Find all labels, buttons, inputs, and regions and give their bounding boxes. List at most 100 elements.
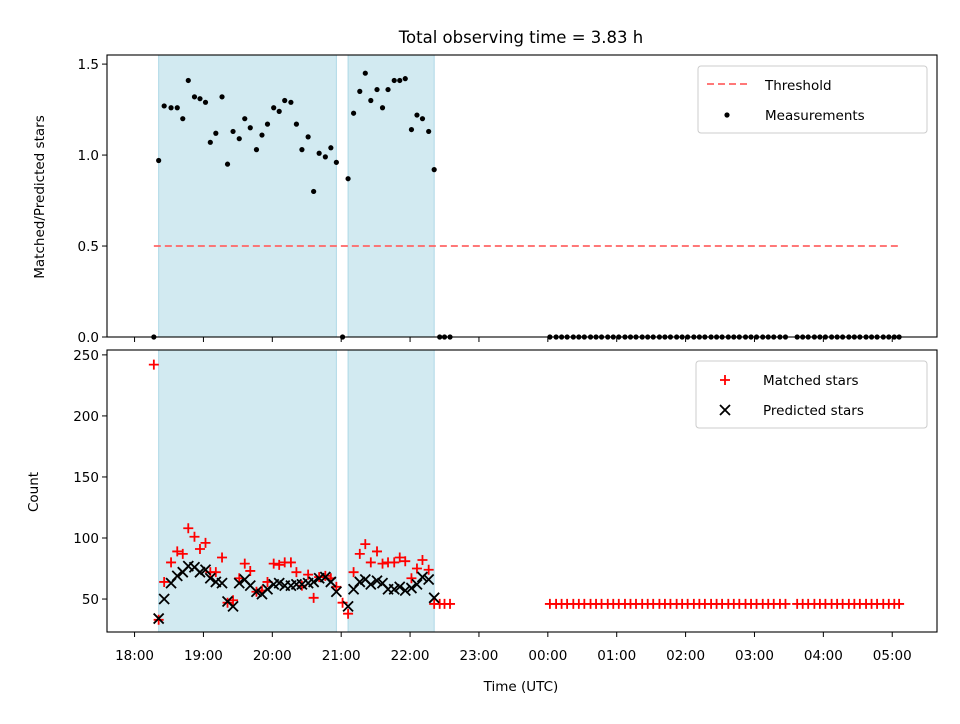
ratio-panel-y-tick-label: 1.0 [78,148,99,164]
measurement-point [397,77,403,84]
measurement-point [299,147,305,153]
legend-matched-label: Matched stars [763,373,859,389]
measurement-point [180,116,186,122]
matched-star-point [445,598,456,609]
matched-star-point [148,359,159,370]
predicted-star-point [423,573,435,586]
measurement-point [185,77,191,84]
matched-star-point [291,567,302,578]
matched-star-point [400,556,411,567]
ratio-panel-y-tick-label: 0.0 [78,330,99,346]
count-panel: Count Time (UTC) 50 100 150 200 250 18:00 19:0… [26,348,938,695]
matched-star-point [268,558,279,569]
predicted-star-point [273,577,285,589]
count-panel-x-tick-label: 18:00 [115,648,154,664]
count-panel-y-tick-label: 50 [82,592,99,608]
count-panel-x-tick-label: 23:00 [459,648,498,664]
matched-star-point [394,552,405,563]
predicted-star-point [405,582,418,594]
measurement-point [213,130,219,136]
matched-star-point [172,546,183,557]
measurement-point [345,176,351,182]
count-panel-x-tick-label: 05:00 [873,648,912,664]
predicted-star-point [250,586,263,598]
count-legend-box [695,360,928,429]
matched-star-point [239,558,250,569]
count-panel-x-tick-label: 22:00 [391,648,430,664]
matched-star-point [194,543,205,554]
predicted-star-point [199,564,212,576]
measurement-point [419,116,426,122]
measurement-point [350,110,357,116]
matched-star-point [365,557,376,568]
legend-predicted-label: Predicted stars [763,403,864,419]
predicted-star-point [153,612,165,625]
legend-measurements-swatch [724,112,730,118]
predicted-star-point [194,566,206,578]
count-panel-x-axis-label: Time (UTC) [483,679,559,695]
predicted-star-point [388,583,400,595]
predicted-star-point [365,578,377,591]
matched-star-point [183,523,194,534]
count-panel-x-tick-label: 01:00 [597,648,636,664]
measurement-point [282,97,288,104]
ratio-panel-observing-window [347,54,435,338]
measurement-point [174,105,180,111]
measurement-point [368,97,374,104]
matched-star-point [159,576,170,587]
measurement-point [362,70,368,76]
measurement-point [264,121,271,127]
matched-star-point [303,569,314,580]
matched-star-point [411,563,422,574]
measurement-point [385,86,391,93]
matched-star-point [217,552,228,563]
predicted-star-point [233,577,245,589]
matched-star-point [337,597,348,608]
count-panel-y-tick-label: 100 [73,531,99,547]
count-panel-x-tick-label: 20:00 [253,648,292,664]
measurement-point [322,154,328,160]
predicted-star-point [371,575,383,587]
matched-star-point [274,559,285,570]
measurement-point [333,159,339,165]
measurement-point [408,126,415,133]
measurement-point [236,136,242,142]
count-panel-y-tick-label: 200 [73,409,99,425]
predicted-star-point [354,576,366,588]
measurement-point [161,103,167,109]
count-panel-x-tick-label: 03:00 [735,648,774,664]
measurement-point [426,128,432,135]
matched-star-point [177,548,188,559]
count-panel-x-tick-label: 00:00 [528,648,567,664]
measurement-point [202,99,209,105]
matched-star-point [200,537,211,548]
count-panel-observing-window [158,349,337,633]
matched-star-point [189,531,200,542]
measurement-point [207,139,213,145]
measurement-point [259,132,265,138]
matched-star-point [343,608,354,619]
predicted-star-point [342,600,354,613]
ratio-panel-frame [106,54,938,338]
measurement-point [156,157,162,164]
matched-star-point [780,598,791,609]
measurement-point [293,121,300,127]
predicted-star-point [416,571,429,583]
count-panel-x-tick-label: 02:00 [666,648,705,664]
legend-matched-swatch [720,375,730,385]
matched-star-point [166,557,177,568]
count-panel-y-tick-label: 150 [73,470,99,486]
matched-star-point [417,554,428,565]
measurement-point [230,128,236,135]
predicted-star-point [261,583,274,595]
matched-star-point [331,581,342,592]
ratio-panel-y-tick-label: 1.5 [78,57,99,73]
matched-star-point [894,598,905,609]
predicted-star-point [411,578,423,591]
count-panel-x-tick-label: 19:00 [184,648,223,664]
ratio-panel-y-tick-label: 0.5 [78,239,99,255]
predicted-star-point [227,600,239,613]
legend-predicted-swatch [719,404,731,416]
count-panel-y-axis-label: Count [26,472,42,512]
matched-star-point [210,567,221,578]
